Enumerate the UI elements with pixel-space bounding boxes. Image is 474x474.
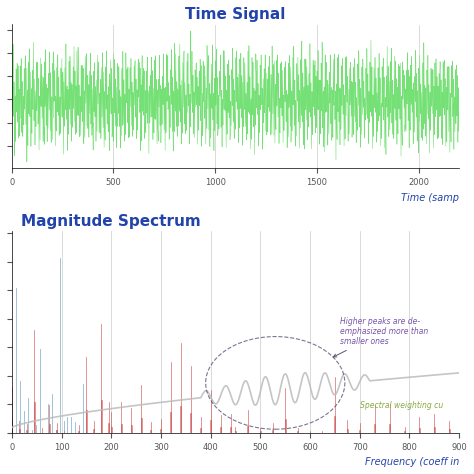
X-axis label: Time (samp: Time (samp	[401, 192, 459, 203]
X-axis label: Frequency (coeff in: Frequency (coeff in	[365, 457, 459, 467]
Text: Magnitude Spectrum: Magnitude Spectrum	[21, 214, 201, 229]
Text: Higher peaks are de-
emphasized more than
smaller ones: Higher peaks are de- emphasized more tha…	[333, 317, 428, 357]
Title: Time Signal: Time Signal	[185, 7, 286, 22]
Text: Spectral weighting cu: Spectral weighting cu	[360, 401, 443, 410]
